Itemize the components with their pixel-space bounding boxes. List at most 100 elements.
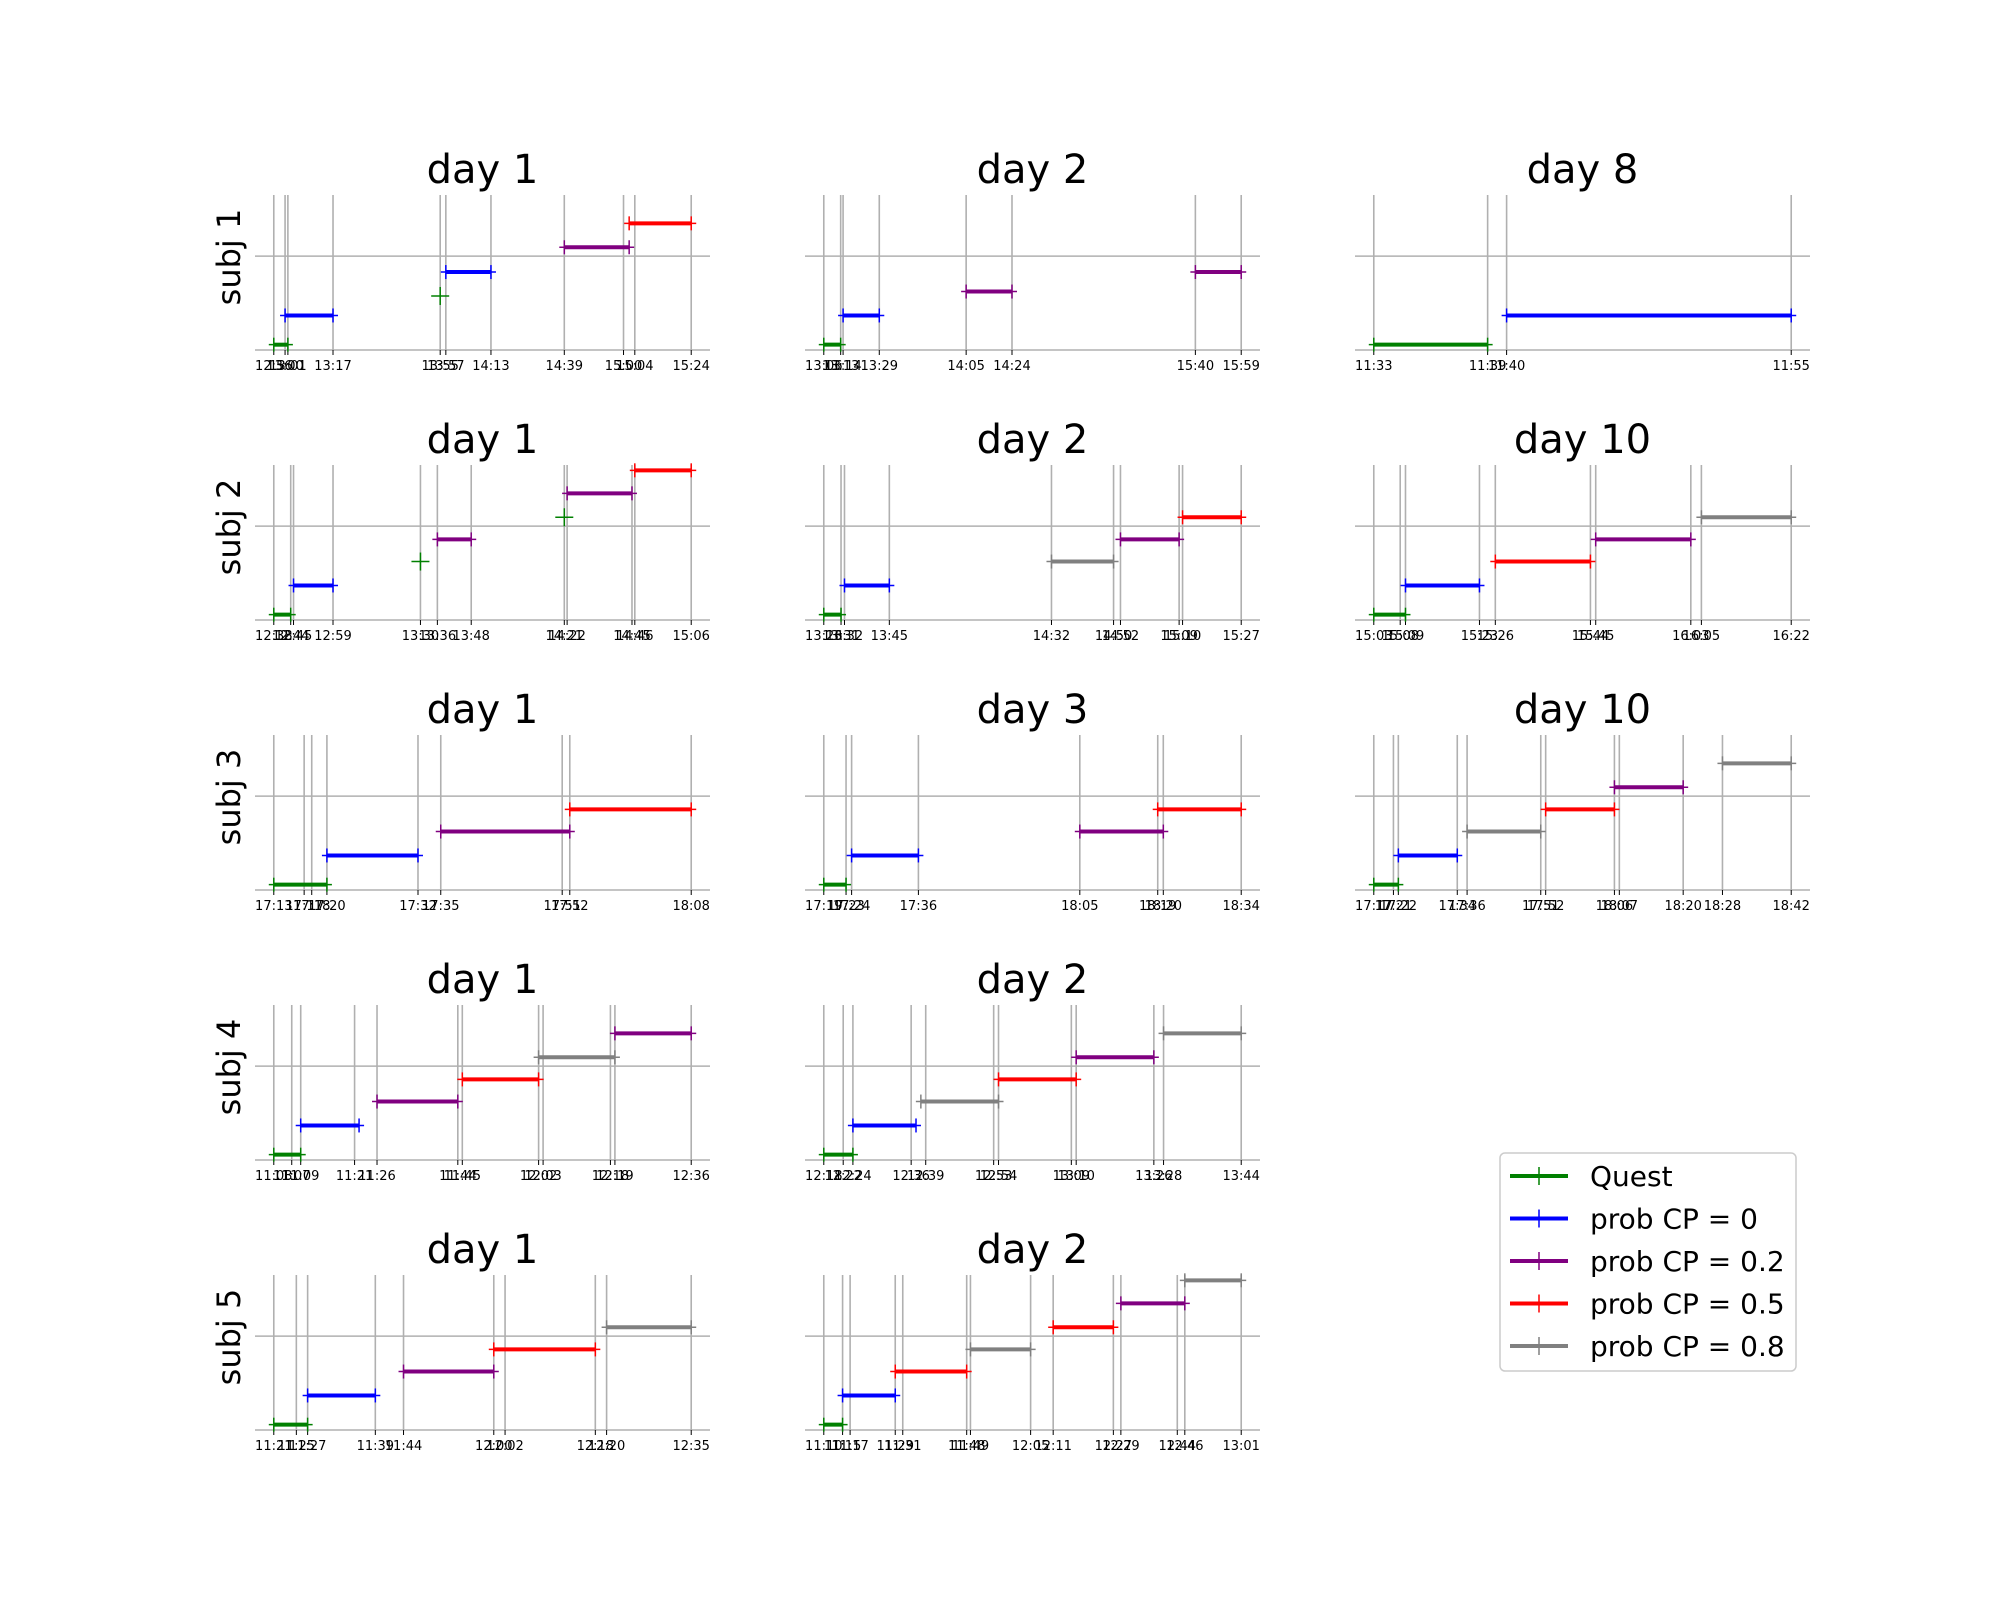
series-segment xyxy=(1115,532,1185,547)
series-segment xyxy=(431,286,450,305)
x-tick-label: 11:15 xyxy=(824,1439,861,1454)
legend-label: prob CP = 0 xyxy=(1590,1203,1758,1236)
x-tick-label: 18:05 xyxy=(1061,899,1098,914)
series-segment xyxy=(562,486,637,501)
x-tick-label: 11:07 xyxy=(273,1169,310,1184)
panel-title: day 10 xyxy=(1514,687,1651,733)
x-tick-label: 12:02 xyxy=(486,1439,523,1454)
legend-label: prob CP = 0.8 xyxy=(1590,1330,1785,1363)
x-tick-label: 11:49 xyxy=(952,1439,989,1454)
x-tick-label: 15:03 xyxy=(1355,629,1392,644)
series-segment xyxy=(1400,578,1485,593)
x-tick-label: 13:09 xyxy=(1053,1169,1090,1184)
series-segment xyxy=(629,463,697,478)
series-segment xyxy=(1393,848,1463,863)
series-segment xyxy=(1152,802,1247,817)
series-segment xyxy=(818,1417,848,1432)
x-tick-label: 14:05 xyxy=(947,359,984,374)
x-tick-label: 18:08 xyxy=(672,899,709,914)
x-tick-label: 11:55 xyxy=(1772,359,1809,374)
x-tick-label: 12:19 xyxy=(596,1169,633,1184)
series-segment xyxy=(440,265,496,280)
row-label: subj 2 xyxy=(210,479,248,576)
x-tick-label: 12:54 xyxy=(980,1169,1017,1184)
x-tick-label: 11:26 xyxy=(358,1169,395,1184)
x-tick-label: 14:22 xyxy=(548,629,585,644)
x-tick-label: 16:22 xyxy=(1772,629,1809,644)
x-tick-label: 12:29 xyxy=(1102,1439,1139,1454)
x-tick-label: 17:36 xyxy=(900,899,937,914)
x-tick-label: 12:18 xyxy=(577,1439,614,1454)
series-segment xyxy=(838,308,885,323)
x-tick-label: 12:39 xyxy=(907,1169,944,1184)
panel-title: day 2 xyxy=(977,957,1089,1003)
x-tick-label: 18:28 xyxy=(1704,899,1741,914)
x-tick-label: 17:51 xyxy=(1522,899,1559,914)
x-tick-label: 17:51 xyxy=(543,899,580,914)
series-segment xyxy=(837,1388,901,1403)
x-tick-label: 15:23 xyxy=(1461,629,1498,644)
series-segment xyxy=(993,1072,1082,1087)
x-tick-label: 11:48 xyxy=(948,1439,985,1454)
series-segment xyxy=(961,284,1017,299)
series-segment xyxy=(1046,554,1119,569)
series-segment xyxy=(295,1118,365,1133)
x-tick-label: 12:02 xyxy=(520,1169,557,1184)
series-segment xyxy=(839,578,895,593)
x-tick-label: 13:57 xyxy=(427,359,464,374)
x-tick-label: 11:45 xyxy=(444,1169,481,1184)
x-tick-label: 16:05 xyxy=(1683,629,1720,644)
panel-title: day 8 xyxy=(1527,147,1639,193)
x-tick-label: 12:46 xyxy=(1166,1439,1203,1454)
series-segment xyxy=(555,508,574,527)
series-segment xyxy=(847,1118,922,1133)
x-tick-label: 17:20 xyxy=(308,899,345,914)
x-tick-label: 17:23 xyxy=(827,899,864,914)
x-tick-label: 13:30 xyxy=(402,629,439,644)
panel-title: day 3 xyxy=(977,687,1089,733)
series-segment xyxy=(268,877,332,892)
row-label: subj 1 xyxy=(210,209,248,306)
x-tick-label: 12:27 xyxy=(1095,1439,1132,1454)
series-segment xyxy=(280,308,339,323)
x-tick-label: 17:34 xyxy=(1439,899,1476,914)
series-segment xyxy=(1158,1026,1247,1041)
x-tick-label: 13:17 xyxy=(314,359,351,374)
series-segment xyxy=(965,1342,1036,1357)
legend-item: Quest xyxy=(1510,1160,1673,1193)
x-tick-label: 14:39 xyxy=(546,359,583,374)
x-tick-label: 12:20 xyxy=(588,1439,625,1454)
x-tick-label: 12:11 xyxy=(1034,1439,1071,1454)
x-tick-label: 18:06 xyxy=(1596,899,1633,914)
legend-item: prob CP = 0 xyxy=(1510,1203,1758,1236)
x-tick-label: 14:52 xyxy=(1102,629,1139,644)
x-tick-label: 12:59 xyxy=(314,629,351,644)
x-tick-label: 12:35 xyxy=(672,1439,709,1454)
x-tick-label: 13:45 xyxy=(871,629,908,644)
series-segment xyxy=(1696,510,1797,525)
x-tick-label: 13:44 xyxy=(1222,1169,1259,1184)
x-tick-label: 18:20 xyxy=(1145,899,1182,914)
x-tick-label: 12:36 xyxy=(672,1169,709,1184)
series-segment xyxy=(1717,756,1797,771)
series-segment xyxy=(1368,877,1404,892)
x-tick-label: 17:17 xyxy=(1355,899,1392,914)
x-tick-label: 11:39 xyxy=(1469,359,1506,374)
x-tick-label: 17:52 xyxy=(551,899,588,914)
x-tick-label: 16:03 xyxy=(1672,629,1709,644)
x-tick-label: 12:18 xyxy=(805,1169,842,1184)
x-tick-label: 18:42 xyxy=(1772,899,1809,914)
series-segment xyxy=(1501,308,1797,323)
x-tick-label: 11:27 xyxy=(289,1439,326,1454)
x-tick-label: 13:28 xyxy=(1145,1169,1182,1184)
x-tick-label: 15:40 xyxy=(1177,359,1214,374)
x-tick-label: 13:01 xyxy=(269,359,306,374)
x-tick-label: 11:09 xyxy=(282,1169,319,1184)
series-segment xyxy=(268,1417,313,1432)
x-tick-label: 18:20 xyxy=(1664,899,1701,914)
